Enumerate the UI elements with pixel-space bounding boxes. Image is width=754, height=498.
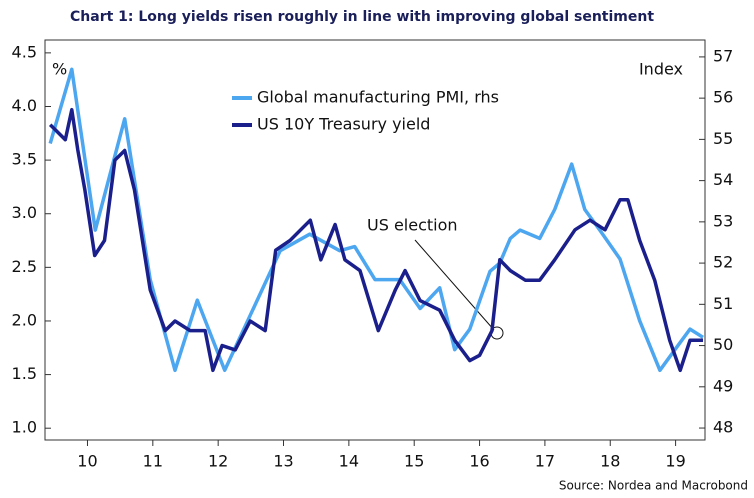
y-tick-label: 4.5: [12, 42, 37, 61]
y-tick-label: 4.0: [12, 96, 37, 115]
y-tick-label: 3.5: [12, 150, 37, 169]
y2-tick-label: 56: [713, 88, 733, 107]
y2-tick-label: 50: [713, 335, 733, 354]
x-tick-label: 10: [77, 452, 97, 471]
legend-label: Global manufacturing PMI, rhs: [257, 88, 499, 107]
y2-tick-label: 48: [713, 418, 733, 437]
y2-tick-label: 52: [713, 253, 733, 272]
x-tick-label: 19: [665, 452, 685, 471]
series-line: [48, 67, 704, 373]
chart-title: Chart 1: Long yields risen roughly in li…: [70, 9, 654, 25]
annotation-arrow: [414, 239, 495, 331]
y2-axis-unit: Index: [639, 60, 683, 79]
y-tick-label: 2.5: [12, 257, 37, 276]
y-axis-unit: %: [52, 60, 67, 79]
legend-label: US 10Y Treasury yield: [257, 115, 430, 134]
annotation: US election: [367, 216, 458, 235]
y-tick-label: 1.0: [12, 418, 37, 437]
plot-frame: [44, 39, 706, 441]
y2-tick-label: 49: [713, 376, 733, 395]
y2-tick-label: 57: [713, 46, 733, 65]
x-tick-label: 16: [469, 452, 489, 471]
y-tick-label: 1.5: [12, 364, 37, 383]
y2-tick-label: 55: [713, 129, 733, 148]
x-tick-label: 15: [404, 452, 424, 471]
series-line: [48, 107, 703, 373]
x-tick-label: 13: [273, 452, 293, 471]
x-tick-label: 14: [339, 452, 359, 471]
y2-tick-label: 51: [713, 294, 733, 313]
y-tick-label: 3.0: [12, 203, 37, 222]
x-tick-label: 18: [600, 452, 620, 471]
y-tick-label: 2.0: [12, 310, 37, 329]
x-tick-label: 17: [535, 452, 555, 471]
source: Source: Nordea and Macrobond: [559, 479, 748, 493]
x-tick-label: 11: [143, 452, 163, 471]
y2-tick-label: 53: [713, 211, 733, 230]
y2-tick-label: 54: [713, 170, 733, 189]
x-tick-label: 12: [208, 452, 228, 471]
